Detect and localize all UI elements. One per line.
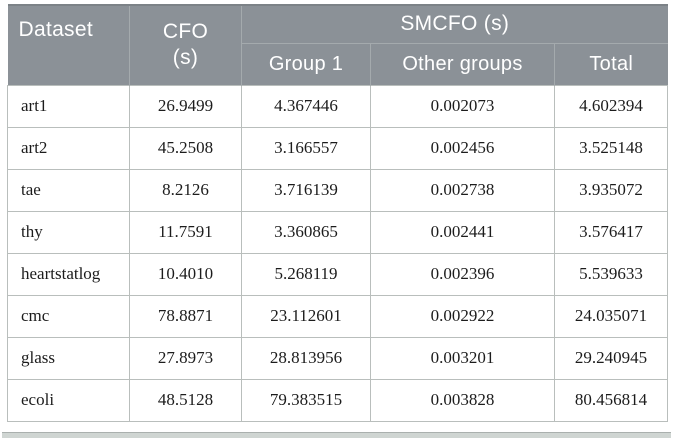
table-bottom-rule (2, 432, 671, 438)
cfo-cell: 26.9499 (129, 84, 242, 128)
table-body: art1 26.9499 4.367446 0.002073 4.602394 … (7, 84, 668, 422)
column-header-dataset-label: Dataset (18, 18, 93, 41)
group1-cell: 5.268119 (241, 252, 371, 296)
table-row: thy 11.7591 3.360865 0.002441 3.576417 (7, 210, 668, 254)
other-groups-cell: 0.003201 (370, 336, 555, 380)
table-row: art2 45.2508 3.166557 0.002456 3.525148 (7, 126, 668, 170)
other-groups-cell: 0.003828 (370, 378, 555, 422)
table-row: ecoli 48.5128 79.383515 0.003828 80.4568… (7, 378, 668, 422)
dataset-cell: glass (7, 336, 130, 380)
table-header: Dataset CFO (s) SMCFO (s) Group 1 Other … (7, 4, 668, 85)
cfo-cell: 8.2126 (129, 168, 242, 212)
dataset-cell: thy (7, 210, 130, 254)
dataset-cell: cmc (7, 294, 130, 338)
column-header-other-groups: Other groups (370, 42, 555, 85)
group1-cell: 4.367446 (241, 84, 371, 128)
total-cell: 5.539633 (554, 252, 668, 296)
cfo-cell: 27.8973 (129, 336, 242, 380)
cfo-cell: 45.2508 (129, 126, 242, 170)
other-groups-cell: 0.002456 (370, 126, 555, 170)
table-row: art1 26.9499 4.367446 0.002073 4.602394 (7, 84, 668, 128)
cfo-cell: 48.5128 (129, 378, 242, 422)
dataset-cell: heartstatlog (7, 252, 130, 296)
table-row: glass 27.8973 28.813956 0.003201 29.2409… (7, 336, 668, 380)
table-row: cmc 78.8871 23.112601 0.002922 24.035071 (7, 294, 668, 338)
total-cell: 24.035071 (554, 294, 668, 338)
column-header-cfo-unit: (s) (172, 46, 199, 70)
column-header-smcfo-label: SMCFO (s) (400, 12, 510, 36)
total-cell: 29.240945 (554, 336, 668, 380)
results-table-container: Dataset CFO (s) SMCFO (s) Group 1 Other … (7, 4, 668, 422)
total-cell: 3.935072 (554, 168, 668, 212)
group1-cell: 79.383515 (241, 378, 371, 422)
column-header-dataset: Dataset (7, 4, 130, 85)
column-header-cfo: CFO (s) (129, 4, 242, 85)
cfo-cell: 11.7591 (129, 210, 242, 254)
dataset-cell: art1 (7, 84, 130, 128)
group1-cell: 28.813956 (241, 336, 371, 380)
dataset-cell: art2 (7, 126, 130, 170)
column-header-smcfo: SMCFO (s) (241, 4, 668, 43)
total-cell: 3.576417 (554, 210, 668, 254)
results-table: Dataset CFO (s) SMCFO (s) Group 1 Other … (7, 4, 668, 422)
column-header-cfo-label: CFO (162, 20, 209, 43)
group1-cell: 3.166557 (241, 126, 371, 170)
total-cell: 80.456814 (554, 378, 668, 422)
total-cell: 4.602394 (554, 84, 668, 128)
dataset-cell: tae (7, 168, 130, 212)
column-header-total: Total (554, 42, 668, 85)
cfo-cell: 78.8871 (129, 294, 242, 338)
dataset-cell: ecoli (7, 378, 130, 422)
total-cell: 3.525148 (554, 126, 668, 170)
other-groups-cell: 0.002922 (370, 294, 555, 338)
table-row: tae 8.2126 3.716139 0.002738 3.935072 (7, 168, 668, 212)
other-groups-cell: 0.002738 (370, 168, 555, 212)
other-groups-cell: 0.002396 (370, 252, 555, 296)
column-header-group1: Group 1 (241, 42, 371, 85)
group1-cell: 3.716139 (241, 168, 371, 212)
other-groups-cell: 0.002073 (370, 84, 555, 128)
group1-cell: 23.112601 (241, 294, 371, 338)
cfo-cell: 10.4010 (129, 252, 242, 296)
table-row: heartstatlog 10.4010 5.268119 0.002396 5… (7, 252, 668, 296)
group1-cell: 3.360865 (241, 210, 371, 254)
other-groups-cell: 0.002441 (370, 210, 555, 254)
